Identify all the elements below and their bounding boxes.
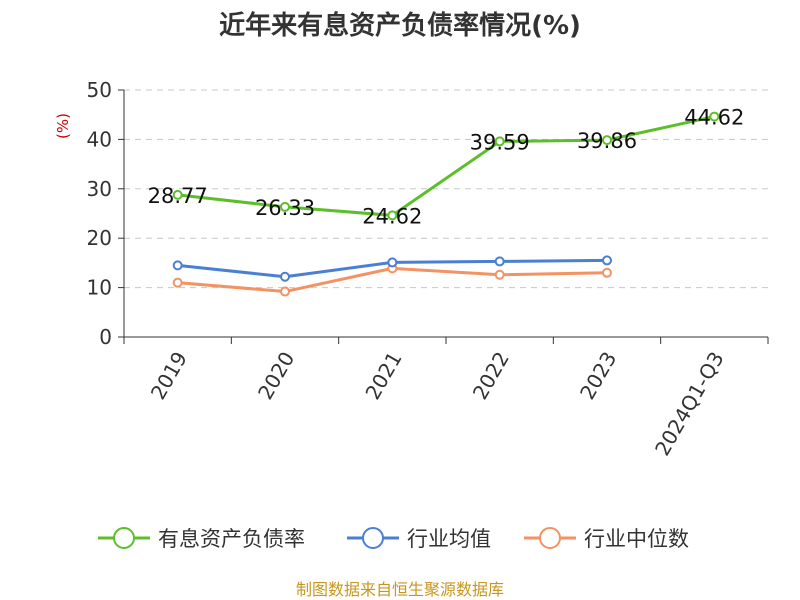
data-label-0-4: 39.86: [577, 129, 637, 153]
series-1: [172, 255, 612, 282]
data-labels: 28.77 26.33 24.62 39.59 39.86 44.62: [148, 106, 745, 229]
x-tick-label-1: 2020: [253, 348, 299, 404]
series-1-point-1: [280, 271, 290, 282]
legend-item-1: 行业均值: [347, 527, 491, 551]
x-tick-label-2: 2021: [360, 348, 406, 404]
y-axis-label: (%): [54, 113, 72, 139]
legend-marker-0: [113, 527, 135, 549]
data-label-0-0: 28.77: [148, 184, 208, 208]
legend-marker-2: [539, 527, 561, 549]
legend-item-0: 有息资产负债率: [98, 527, 305, 551]
data-label-0-5: 44.62: [684, 106, 744, 130]
y-tick-label-5: 50: [87, 78, 112, 102]
y-tick-label-0: 0: [99, 325, 112, 349]
legend-label-2: 行业中位数: [584, 527, 689, 551]
series-0: [172, 111, 720, 221]
axes: 0 10 20 30 40 50 2019 2020 2021 2022 2023 2024Q1-Q3: [87, 78, 769, 460]
series-2-point-0: [172, 277, 183, 288]
series-1-point-4: [602, 255, 612, 266]
series-0-point-1: [280, 201, 290, 212]
y-tick-label-4: 40: [87, 127, 112, 151]
series-group: [172, 111, 720, 297]
y-tick-label-3: 30: [87, 177, 112, 201]
legend: 有息资产负债率 行业均值 行业中位数: [98, 527, 689, 551]
grid: [124, 89, 768, 289]
series-2: [172, 263, 612, 297]
source-note: 制图数据来自恒生聚源数据库: [296, 580, 504, 599]
data-label-0-2: 24.62: [362, 204, 422, 228]
x-tick-label-4: 2023: [575, 348, 621, 404]
data-label-0-3: 39.59: [470, 130, 530, 154]
series-1-point-2: [387, 257, 398, 268]
legend-label-1: 行业均值: [407, 527, 491, 551]
y-tick-label-1: 10: [87, 276, 112, 300]
legend-marker-1: [362, 527, 384, 549]
series-0-point-3: [494, 136, 505, 147]
series-2-point-3: [494, 269, 505, 280]
data-label-0-1: 26.33: [255, 196, 315, 220]
series-1-point-3: [494, 256, 505, 267]
series-0-point-0: [172, 189, 183, 200]
y-tick-label-2: 20: [87, 226, 112, 250]
series-0-line: [176, 115, 716, 217]
legend-item-2: 行业中位数: [524, 527, 689, 551]
series-2-point-4: [602, 267, 612, 278]
x-tick-label-3: 2022: [468, 347, 514, 403]
x-tick-label-5: 2024Q1-Q3: [650, 348, 729, 460]
x-tick-label-0: 2019: [146, 348, 192, 404]
series-0-point-2: [387, 210, 398, 221]
chart-title: 近年来有息资产负债率情况(%): [219, 10, 581, 41]
legend-label-0: 有息资产负债率: [158, 527, 305, 551]
series-1-point-0: [172, 260, 183, 271]
series-0-point-5: [709, 111, 720, 122]
series-0-point-4: [602, 135, 612, 146]
series-2-point-1: [280, 286, 290, 297]
